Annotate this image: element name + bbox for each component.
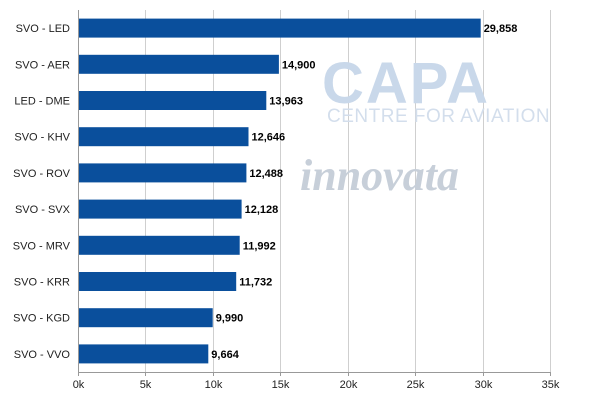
x-tick-label: 5k bbox=[140, 379, 152, 391]
bar bbox=[79, 308, 213, 328]
category-label: SVO - AER bbox=[15, 59, 70, 71]
data-label: 11,992 bbox=[243, 240, 276, 252]
x-tick-label: 30k bbox=[475, 379, 493, 391]
data-label: 9,664 bbox=[211, 349, 239, 361]
category-label: SVO - VVO bbox=[14, 349, 71, 361]
bar bbox=[79, 199, 242, 219]
data-label: 11,732 bbox=[239, 277, 272, 289]
watermark-logos: CAPA CENTRE FOR AVIATION innovata bbox=[300, 51, 550, 200]
capa-subtitle-watermark: CENTRE FOR AVIATION bbox=[327, 106, 550, 127]
bar bbox=[79, 163, 247, 183]
bar bbox=[79, 18, 481, 38]
category-label: LED - DME bbox=[14, 96, 70, 108]
capa-watermark: CAPA bbox=[322, 51, 490, 116]
bar bbox=[79, 235, 240, 255]
x-tick-label: 20k bbox=[340, 379, 358, 391]
x-tick-label: 35k bbox=[542, 379, 560, 391]
category-label: SVO - LED bbox=[16, 23, 70, 35]
bar bbox=[79, 127, 249, 147]
bar bbox=[79, 344, 209, 364]
data-label: 12,488 bbox=[249, 168, 283, 180]
category-label: SVO - MRV bbox=[13, 240, 71, 252]
category-label: SVO - KHV bbox=[14, 132, 70, 144]
x-tick-label: 25k bbox=[407, 379, 425, 391]
innovata-watermark: innovata bbox=[300, 151, 459, 200]
category-label: SVO - SVX bbox=[15, 204, 71, 216]
category-label: SVO - ROV bbox=[13, 168, 71, 180]
bar bbox=[79, 91, 267, 110]
data-label: 29,858 bbox=[484, 23, 518, 35]
category-label: SVO - KRR bbox=[14, 277, 70, 289]
x-tick-label: 0k bbox=[73, 379, 85, 391]
bar bbox=[79, 54, 279, 74]
category-label: SVO - KGD bbox=[13, 313, 70, 325]
x-tick-label: 15k bbox=[272, 379, 290, 391]
data-label: 12,646 bbox=[252, 132, 286, 144]
data-label: 13,963 bbox=[269, 96, 303, 108]
bar bbox=[79, 272, 237, 291]
bars: SVO - LED 29,858 SVO - AER 14,900 LED - DME 1… bbox=[13, 18, 518, 364]
x-axis: 0k 5k 10k 15k 20k 25k 30k 35k bbox=[73, 10, 560, 391]
x-tick-label: 10k bbox=[205, 379, 223, 391]
data-label: 14,900 bbox=[282, 59, 316, 71]
data-label: 9,990 bbox=[216, 313, 244, 325]
data-label: 12,128 bbox=[245, 204, 279, 216]
